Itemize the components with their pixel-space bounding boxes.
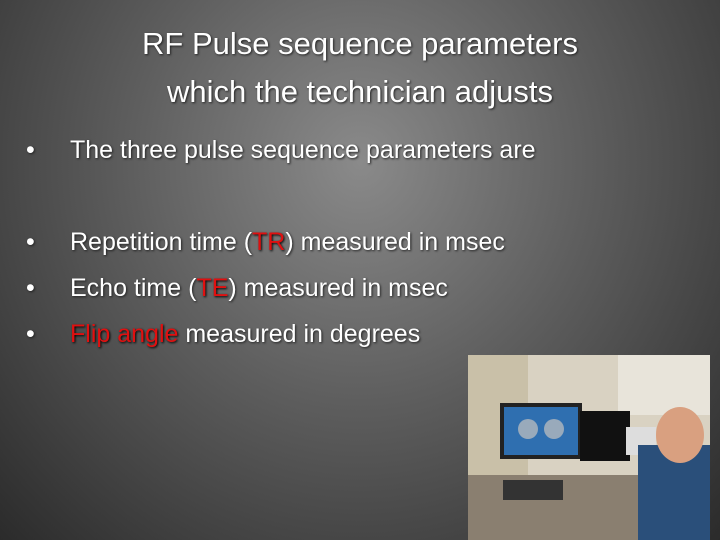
scan-image xyxy=(544,419,564,439)
highlight: TE xyxy=(196,274,229,302)
title-line: which the technician adjusts xyxy=(166,74,553,109)
photo xyxy=(468,355,710,540)
bullet: • Repetition time (TR) measured in msec xyxy=(26,228,505,256)
screen xyxy=(504,407,578,455)
title-line: RF Pulse sequence parameters xyxy=(142,26,578,61)
bullet-text: Repetition time ( xyxy=(70,228,253,256)
bullet-text: measured in degrees xyxy=(178,320,421,348)
scan-image xyxy=(518,419,538,439)
highlight: Flip angle xyxy=(70,320,179,348)
bullet-text: ) measured in msec xyxy=(285,228,505,256)
keyboard xyxy=(503,480,563,500)
bullet: • Flip angle measured in degrees xyxy=(26,320,421,348)
bullet-text: ) measured in msec xyxy=(228,274,448,302)
bullet-text: Echo time ( xyxy=(70,274,197,302)
bullet: • The three pulse sequence parameters are xyxy=(26,136,536,164)
window xyxy=(618,355,710,415)
bullet-text: The three pulse sequence parameters are xyxy=(70,136,536,164)
highlight: TR xyxy=(252,228,286,256)
bullet: • Echo time (TE) measured in msec xyxy=(26,274,448,302)
monitor xyxy=(580,411,630,461)
person-head xyxy=(656,407,704,463)
